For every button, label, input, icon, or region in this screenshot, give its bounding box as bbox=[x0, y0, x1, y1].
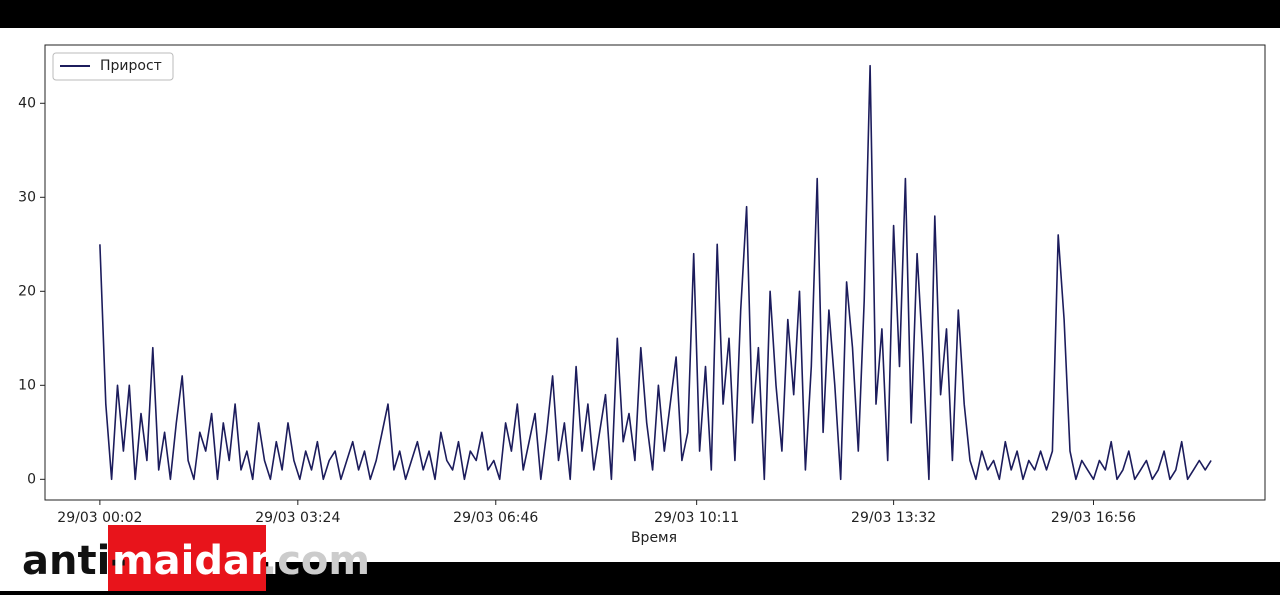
x-axis-label: Время bbox=[631, 530, 677, 546]
watermark-prefix: anti- bbox=[22, 538, 127, 584]
x-tick-label: 29/03 10:11 bbox=[654, 510, 739, 526]
watermark: anti- maidan .com bbox=[0, 525, 370, 591]
legend-label: Прирост bbox=[100, 58, 162, 74]
watermark-highlight: maidan bbox=[112, 538, 278, 584]
watermark-suffix: .com bbox=[262, 538, 370, 584]
canvas bbox=[0, 28, 1280, 562]
y-tick-label: 10 bbox=[18, 377, 36, 393]
x-tick-label: 29/03 03:24 bbox=[255, 510, 340, 526]
y-tick-label: 40 bbox=[18, 95, 36, 111]
plot-frame bbox=[44, 44, 1266, 501]
line bbox=[99, 64, 1212, 481]
x-tick-label: 29/03 13:32 bbox=[851, 510, 936, 526]
watermark-bg bbox=[0, 525, 110, 591]
legend: Прирост bbox=[52, 52, 174, 81]
y-tick-label: 0 bbox=[27, 471, 36, 487]
legend-box bbox=[52, 52, 174, 81]
watermark-red bbox=[108, 525, 266, 591]
y-tick-label: 30 bbox=[18, 189, 36, 205]
y-tick-label: 20 bbox=[18, 283, 36, 299]
x-tick-label: 29/03 06:46 bbox=[453, 510, 538, 526]
x-tick-label: 29/03 16:56 bbox=[1051, 510, 1136, 526]
plot bbox=[99, 64, 1212, 481]
x-tick-label: 29/03 00:02 bbox=[57, 510, 142, 526]
